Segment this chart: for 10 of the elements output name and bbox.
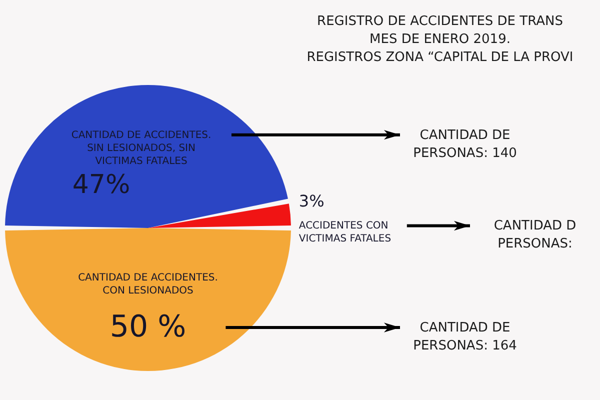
data-label: 50 % bbox=[110, 310, 186, 344]
slice-label: CANTIDAD DE ACCIDENTES. CON LESIONADOS bbox=[78, 272, 218, 296]
data-label: 47% bbox=[72, 170, 130, 200]
text: CANTIDAD DE PERSONAS: 140 bbox=[413, 128, 517, 161]
data-label: 3% bbox=[298, 192, 324, 211]
text: CANTIDAD DE PERSONAS: 164 bbox=[413, 320, 517, 354]
text: REGISTRO DE ACCIDENTES DE TRANS MES DE ENERO 2019. REGISTROS ZONA “CAPITAL DE LA PROVI bbox=[306, 14, 574, 65]
slice-label: ACCIDENTES CON VICTIMAS FATALES bbox=[298, 220, 392, 245]
slice-label: CANTIDAD DE ACCIDENTES. SIN LESIONADOS, SIN VICTIMAS FATALES bbox=[71, 130, 212, 167]
text: CANTIDAD D PERSONAS: bbox=[494, 218, 576, 252]
